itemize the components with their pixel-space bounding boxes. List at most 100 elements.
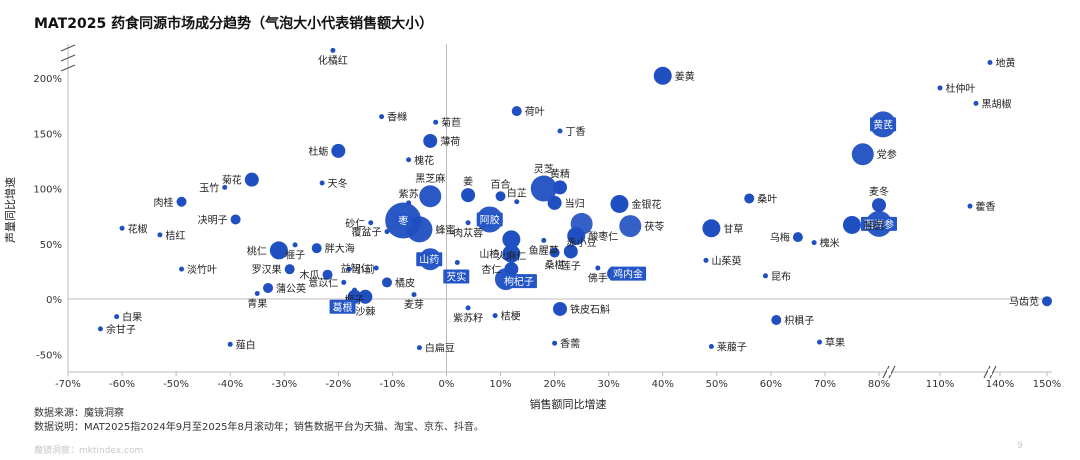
bubble-point xyxy=(619,215,642,238)
x-tick-label: 20% xyxy=(543,379,565,390)
bubble-point xyxy=(454,260,460,266)
point-label: 意苡仁 xyxy=(308,276,338,289)
point-label: 蜂蜜 xyxy=(435,223,455,236)
bubble-point xyxy=(179,266,185,272)
bubble-point xyxy=(222,184,228,190)
x-axis-break-mark xyxy=(882,365,890,379)
bubble-point xyxy=(1042,296,1052,307)
highlight-label-box xyxy=(443,269,470,284)
point-label: 槐米 xyxy=(820,237,840,250)
y-tick-label: 150% xyxy=(33,129,62,140)
x-tick-label: -60% xyxy=(109,379,135,390)
highlight-label-box xyxy=(416,252,443,267)
point-label: 百合 xyxy=(491,178,511,191)
chart-axes: -70% -60% -50% -40% -30% -20% -10% 0% 10% 20% 30% 4… xyxy=(33,44,1061,390)
point-label: 桔红 xyxy=(165,229,185,242)
bubble-point xyxy=(771,314,782,325)
point-label: 麦冬 xyxy=(869,185,889,198)
bubble-point xyxy=(263,282,274,293)
y-axis-label: 声量同比增速 xyxy=(3,177,17,243)
point-label: 佛手 xyxy=(588,272,608,285)
point-label: 马齿苋 xyxy=(1009,296,1039,308)
point-label: 肉桂 xyxy=(154,196,174,209)
bubble-point xyxy=(811,240,817,246)
point-label: 党参 xyxy=(877,148,897,161)
bubble-point xyxy=(419,185,442,208)
point-label: 菊苣 xyxy=(441,117,461,129)
bubble-point xyxy=(851,143,874,166)
data-source-note: 数据来源：魔镜洞察 xyxy=(34,408,124,419)
bubble-point xyxy=(461,188,476,203)
bubble-point xyxy=(157,232,163,238)
bubble-point xyxy=(269,241,288,260)
bubble-point xyxy=(176,196,187,207)
point-label: 昆布 xyxy=(771,271,791,283)
bubble-point xyxy=(254,290,260,296)
x-tick-label: -40% xyxy=(217,379,243,390)
y-axis-break-mark xyxy=(60,64,76,72)
point-label: 丁香 xyxy=(566,126,586,138)
point-label: 山楂 xyxy=(479,248,499,261)
point-label: 菊花 xyxy=(222,174,242,187)
point-label: 紫苏籽 xyxy=(453,311,483,324)
point-label: 香薷 xyxy=(560,337,580,350)
point-label: 罗汉果 xyxy=(252,264,282,276)
bubble-point xyxy=(244,172,259,187)
y-tick-label: 0% xyxy=(46,295,62,306)
point-label: 西洋参 xyxy=(864,218,894,231)
y-tick-label: -50% xyxy=(36,350,62,361)
point-label: 决明子 xyxy=(198,214,228,226)
point-label: 黑芝麻 xyxy=(415,172,445,185)
point-label: 覆盆子 xyxy=(351,226,381,239)
page-number: 9 xyxy=(1017,441,1023,451)
point-label: 当归 xyxy=(565,197,585,210)
bubble-point xyxy=(973,100,979,106)
bubble-point xyxy=(502,244,521,263)
x-tick-label: -70% xyxy=(55,379,81,390)
bubble-point xyxy=(292,242,298,248)
point-label: 桔梗 xyxy=(501,310,521,323)
x-tick-label: -20% xyxy=(325,379,351,390)
point-label: 赤小豆 xyxy=(567,237,597,249)
point-label: 杜仲叶 xyxy=(946,82,976,95)
bubble-point xyxy=(610,194,629,213)
bubble-point xyxy=(114,314,120,320)
bubble-point xyxy=(842,215,861,234)
bubble-point xyxy=(495,191,506,202)
highlight-label-box xyxy=(500,274,537,289)
y-axis-break-mark xyxy=(60,44,76,52)
point-label: 莱菔子 xyxy=(717,342,747,354)
point-label: 藿香 xyxy=(976,200,996,213)
bubble-point xyxy=(567,227,586,246)
point-label: 甘草 xyxy=(723,222,743,235)
point-label: 橘皮 xyxy=(395,276,415,289)
bubble-point xyxy=(384,229,390,235)
point-label: 草果 xyxy=(825,337,845,349)
bubble-point xyxy=(433,119,439,125)
point-label: 白芷 xyxy=(507,186,527,199)
bubble-point xyxy=(553,180,568,195)
highlight-label-box xyxy=(870,117,897,132)
point-label: 姜 xyxy=(463,175,473,188)
point-label: 姜黄 xyxy=(675,70,695,83)
point-label: 余甘子 xyxy=(106,323,136,336)
bubble-point xyxy=(465,220,471,226)
bubble-point xyxy=(330,47,336,53)
bubble-point xyxy=(552,340,558,346)
bubble-point xyxy=(553,301,568,316)
bubble-point xyxy=(465,305,471,311)
point-label: 薄荷 xyxy=(440,135,460,148)
point-label: 金银花 xyxy=(631,198,661,211)
point-label: 桑叶 xyxy=(757,193,777,205)
data-explanation-note: 数据说明：MAT2025指2024年9月至2025年8月滚动年；销售数据平台为天… xyxy=(34,422,484,433)
point-label: 榧子 xyxy=(285,248,305,261)
point-label: 白扁豆 xyxy=(425,342,455,355)
bubble-point xyxy=(549,247,560,258)
point-label: 槐花 xyxy=(414,154,434,167)
bubble-point xyxy=(411,292,417,298)
x-axis-break-gap xyxy=(988,369,992,375)
point-label: 酸枣仁 xyxy=(588,230,618,243)
bubble-point xyxy=(97,326,103,332)
bubble-point xyxy=(792,232,803,243)
